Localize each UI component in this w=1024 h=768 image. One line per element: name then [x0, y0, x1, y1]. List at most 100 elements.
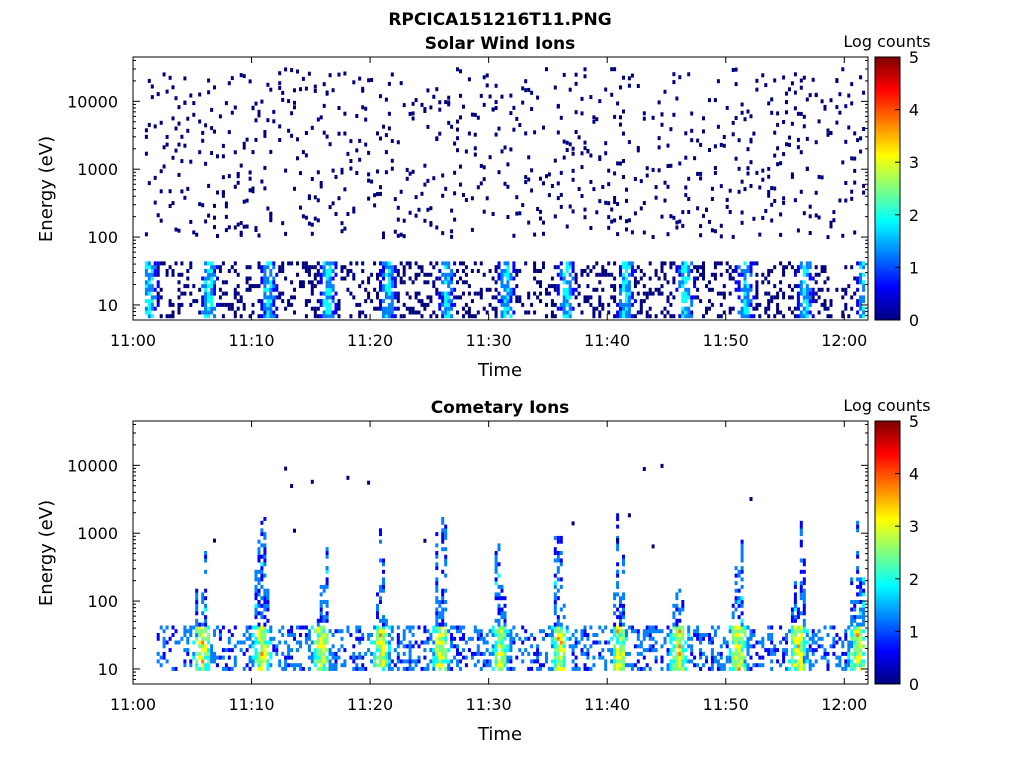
heatmap-cell	[408, 659, 412, 664]
heatmap-cell	[749, 299, 753, 304]
heatmap-cell	[435, 551, 439, 555]
heatmap-cell	[497, 562, 501, 567]
heatmap-cell	[494, 648, 498, 653]
heatmap-cell	[278, 124, 282, 129]
heatmap-cell	[755, 287, 759, 292]
heatmap-cell	[198, 644, 202, 649]
heatmap-cell	[331, 314, 335, 319]
heatmap-cell	[290, 663, 294, 668]
heatmap-cell	[613, 622, 617, 627]
heatmap-cell	[835, 633, 839, 637]
heatmap-cell	[337, 299, 341, 304]
heatmap-cell	[479, 291, 483, 296]
heatmap-cell	[734, 629, 738, 634]
heatmap-cell	[435, 584, 439, 589]
heatmap-cell	[376, 192, 379, 197]
heatmap-cell	[497, 666, 501, 671]
heatmap-cell	[444, 573, 448, 578]
heatmap-cell	[331, 88, 335, 93]
heatmap-cell	[503, 611, 507, 616]
heatmap-cell	[153, 295, 157, 300]
heatmap-cell	[186, 629, 190, 634]
x-tick-label: 12:00	[821, 331, 867, 350]
heatmap-cell	[263, 547, 267, 552]
heatmap-cell	[844, 651, 848, 656]
heatmap-cell	[462, 655, 465, 660]
heatmap-cell	[379, 299, 382, 304]
heatmap-cell	[254, 584, 258, 589]
heatmap-cell	[464, 663, 468, 668]
heatmap-cell	[503, 618, 507, 623]
heatmap-cell	[509, 644, 513, 649]
heatmap-cell	[749, 160, 753, 165]
heatmap-cell	[862, 265, 866, 270]
heatmap-cell	[690, 111, 694, 116]
heatmap-cell	[367, 636, 371, 641]
heatmap-cell	[666, 143, 670, 148]
heatmap-cell	[224, 228, 228, 233]
heatmap-cell	[450, 276, 454, 281]
heatmap-cell	[826, 663, 830, 668]
heatmap-cell	[396, 269, 400, 273]
heatmap-cell	[814, 648, 818, 653]
heatmap-cell	[782, 648, 786, 653]
colorbar-tick-label: 0	[909, 675, 919, 694]
heatmap-cell	[710, 625, 714, 630]
heatmap-cell	[782, 655, 786, 660]
heatmap-cell	[639, 269, 643, 273]
heatmap-cell	[319, 663, 323, 668]
heatmap-cell	[651, 644, 655, 649]
heatmap-cell	[346, 272, 350, 277]
heatmap-cell	[204, 607, 208, 612]
heatmap-cell	[503, 629, 507, 634]
heatmap-cell	[642, 629, 646, 634]
heatmap-cell	[165, 314, 169, 319]
heatmap-cell	[485, 73, 489, 78]
heatmap-cell	[737, 600, 741, 604]
heatmap-cell	[319, 592, 323, 597]
heatmap-cell	[862, 280, 866, 285]
heatmap-cell	[675, 644, 679, 649]
heatmap-cell	[755, 295, 759, 300]
heatmap-cell	[414, 195, 418, 200]
heatmap-cell	[239, 295, 243, 300]
heatmap-cell	[764, 291, 768, 296]
heatmap-cell	[565, 280, 569, 285]
figure-title: RPCICA151216T11.PNG	[388, 10, 611, 30]
heatmap-cell	[165, 272, 169, 277]
heatmap-cell	[841, 287, 845, 292]
heatmap-cell	[853, 663, 857, 668]
heatmap-cell	[153, 261, 157, 266]
heatmap-cell	[266, 596, 270, 601]
heatmap-cell	[207, 291, 211, 296]
heatmap-cell	[387, 310, 391, 315]
heatmap-cell	[779, 310, 783, 315]
heatmap-cell	[601, 302, 605, 307]
heatmap-cell	[660, 655, 664, 660]
heatmap-cell	[862, 310, 866, 315]
heatmap-cell	[610, 67, 614, 72]
heatmap-cell	[660, 265, 664, 270]
heatmap-cell	[287, 663, 291, 668]
heatmap-cell	[426, 207, 430, 212]
heatmap-cell	[708, 287, 711, 292]
heatmap-cell	[144, 284, 148, 289]
heatmap-cell	[361, 261, 365, 266]
heatmap-cell	[263, 295, 267, 300]
heatmap-cell	[725, 269, 729, 273]
heatmap-cell	[447, 663, 451, 668]
heatmap-cell	[788, 659, 791, 664]
heatmap-cell	[622, 276, 625, 281]
heatmap-cell	[390, 666, 394, 671]
heatmap-cell	[444, 666, 448, 671]
heatmap-cell	[749, 636, 753, 641]
heatmap-cell	[473, 146, 477, 151]
heatmap-cell	[379, 272, 382, 277]
heatmap-cell	[491, 107, 495, 112]
heatmap-cell	[684, 310, 688, 315]
heatmap-cell	[850, 607, 854, 612]
heatmap-cell	[459, 295, 462, 300]
heatmap-cell	[435, 588, 439, 593]
heatmap-cell	[719, 261, 723, 266]
heatmap-cell	[269, 651, 273, 656]
